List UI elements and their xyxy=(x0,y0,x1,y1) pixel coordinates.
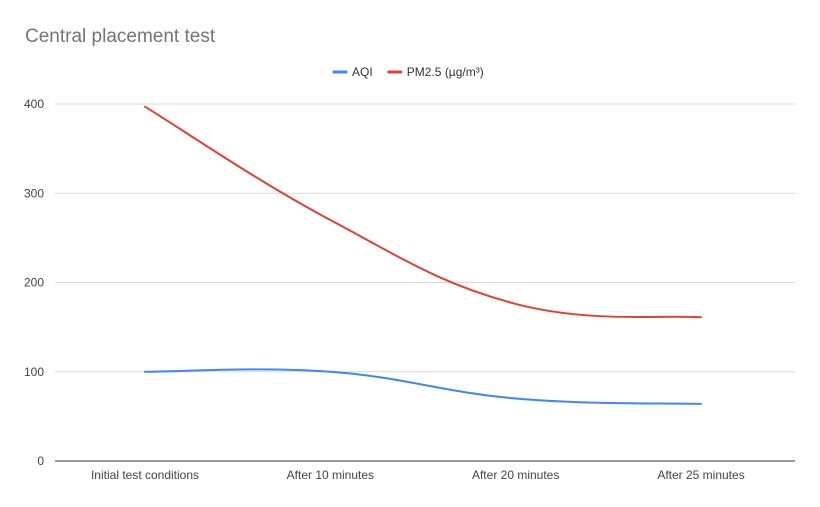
x-tick-label: After 20 minutes xyxy=(472,468,559,482)
legend-label: PM2.5 (µg/m³) xyxy=(407,65,484,79)
y-tick-label: 300 xyxy=(24,186,44,200)
x-tick-label: Initial test conditions xyxy=(91,468,199,482)
series-line-pm25 xyxy=(144,105,702,319)
x-tick-label: After 25 minutes xyxy=(657,468,744,482)
legend-item: AQI xyxy=(332,65,373,79)
series-line-aqi xyxy=(144,368,702,405)
y-tick-label: 100 xyxy=(24,365,44,379)
y-tick-label: 0 xyxy=(37,454,44,468)
y-tick-label: 400 xyxy=(24,97,44,111)
legend-label: AQI xyxy=(352,65,373,79)
y-tick-label: 200 xyxy=(24,276,44,290)
x-tick-label: After 10 minutes xyxy=(287,468,374,482)
chart-title: Central placement test xyxy=(25,26,216,47)
legend-item: PM2.5 (µg/m³) xyxy=(387,65,484,79)
